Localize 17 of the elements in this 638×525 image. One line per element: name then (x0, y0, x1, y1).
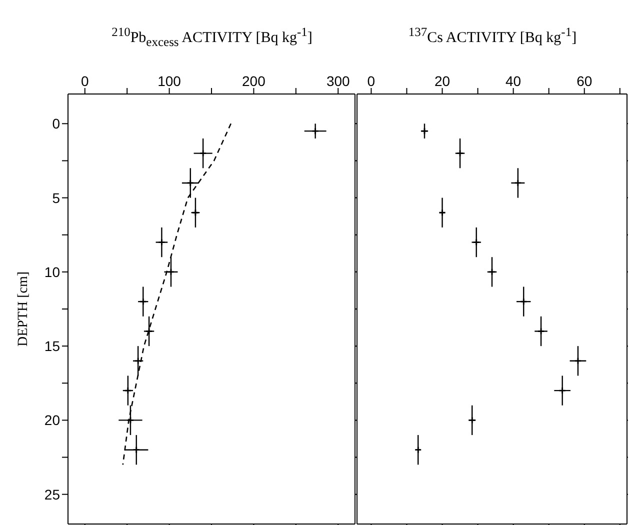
x-tick-label: 40 (506, 73, 522, 89)
y-tick-label: 5 (52, 190, 60, 206)
y-tick-label: 15 (44, 338, 60, 354)
x-axis-title: $^{210}$Pb$_{excess}$ ACTIVITY [Bq kg$^{-1}$] (110, 24, 314, 51)
x-tick-label: 100 (158, 73, 182, 89)
x-tick-label: 300 (326, 73, 350, 89)
x-tick-label: 200 (242, 73, 266, 89)
x-tick-label: 60 (576, 73, 592, 89)
x-axis-title: $^{137}$Cs ACTIVITY [Bq kg$^{-1}$] (407, 24, 578, 48)
x-tick-label: 0 (80, 73, 89, 89)
x-tick-label: 0 (367, 73, 376, 89)
y-axis-title: DEPTH [cm] (16, 271, 31, 347)
y-tick-label: 20 (44, 412, 60, 428)
y-tick-label: 10 (44, 264, 60, 280)
y-tick-label: 0 (52, 116, 60, 132)
y-tick-label: 25 (44, 486, 60, 502)
x-tick-label: 20 (434, 73, 450, 89)
